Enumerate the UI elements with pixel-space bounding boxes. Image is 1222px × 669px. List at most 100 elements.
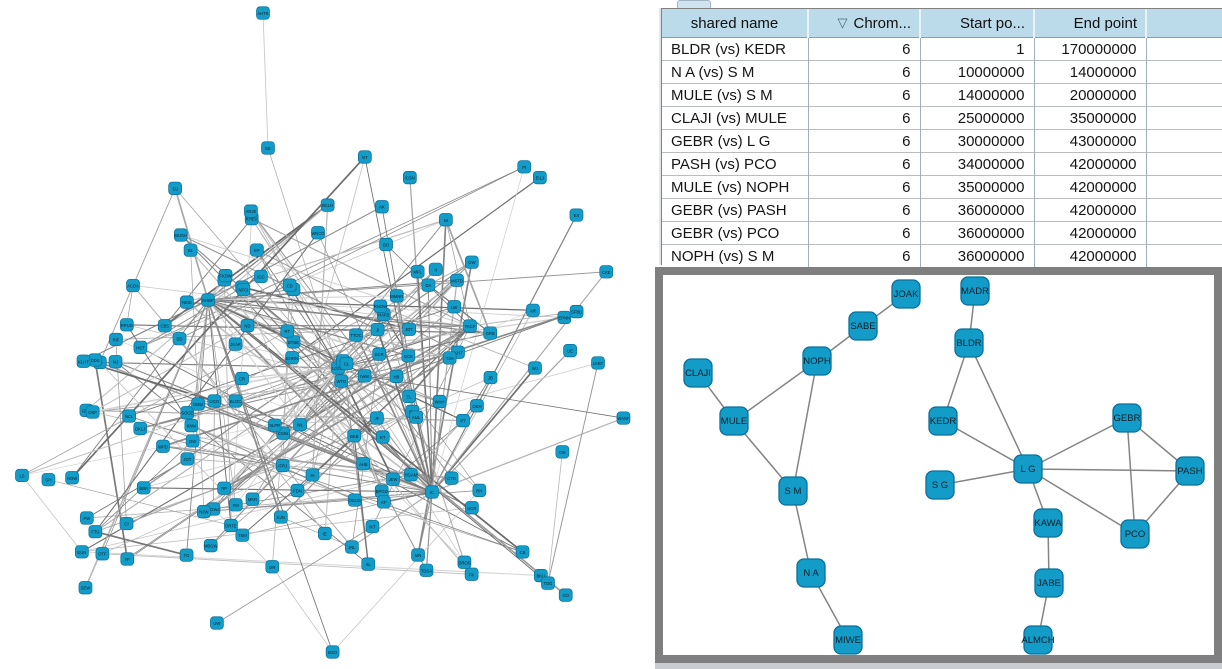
network-node[interactable]: JABE — [1034, 568, 1064, 598]
network-node[interactable]: BKB — [347, 429, 362, 443]
network-node[interactable]: AR — [526, 303, 540, 317]
cell-shared-name[interactable]: GEBR (vs) PASH — [662, 198, 808, 222]
network-node[interactable]: JB — [483, 370, 498, 385]
network-node[interactable]: MIWE — [833, 625, 863, 655]
network-node[interactable]: IH — [305, 468, 320, 482]
cell-value[interactable]: 5.9 — [1145, 106, 1222, 130]
table-row[interactable]: GEBR (vs) PCO636000000420000008.4 — [662, 221, 1222, 245]
network-node[interactable]: BL — [183, 243, 198, 257]
network-node[interactable]: KF — [376, 495, 391, 509]
network-node[interactable]: GO — [558, 588, 573, 602]
network-node[interactable]: EJN — [274, 510, 288, 524]
network-node[interactable]: NEIS — [179, 295, 194, 309]
table-row[interactable]: BLDR (vs) KEDR61170000000192.0 — [662, 37, 1222, 61]
network-node[interactable]: IFRJ — [275, 458, 290, 473]
network-node[interactable]: GEBR — [1112, 403, 1142, 433]
network-node[interactable]: LS — [15, 468, 29, 483]
network-node[interactable]: PASH — [1175, 456, 1205, 486]
network-node[interactable]: HB — [389, 369, 404, 383]
table-row[interactable]: GEBR (vs) PASH636000000420000008.9 — [662, 198, 1222, 222]
cell-shared-name[interactable]: MULE (vs) NOPH — [662, 175, 808, 199]
network-node[interactable]: JDT — [402, 322, 417, 336]
network-node[interactable]: RIF — [109, 332, 123, 347]
network-node[interactable]: CKE — [599, 265, 614, 279]
network-node[interactable]: NCL — [122, 409, 136, 423]
network-node[interactable]: OTF — [95, 547, 110, 561]
network-node[interactable]: LW — [447, 300, 462, 314]
network-node[interactable]: FKDW — [218, 269, 233, 283]
network-node[interactable]: MKR — [245, 492, 260, 506]
cell-value[interactable]: 9.9 — [1145, 244, 1222, 267]
network-node[interactable]: GRB — [483, 326, 498, 340]
network-node[interactable]: WL — [293, 418, 307, 432]
network-node[interactable]: WNCG — [311, 226, 325, 240]
cell-value[interactable]: 10.5 — [1145, 175, 1222, 199]
network-node[interactable]: JKAR — [228, 337, 243, 351]
network-node[interactable]: RPUG — [119, 318, 134, 332]
network-node[interactable]: SLPR — [267, 418, 282, 432]
network-node[interactable]: NOPH — [802, 346, 832, 376]
network-node[interactable]: DKLJ — [133, 421, 148, 436]
cell-value[interactable]: 36000000 — [919, 244, 1034, 267]
network-node[interactable]: UE — [563, 344, 577, 358]
cell-value[interactable]: 170000000 — [1033, 37, 1146, 61]
network-node[interactable]: FTU — [88, 525, 103, 539]
network-node[interactable]: IGC — [254, 269, 268, 284]
network-node[interactable]: TO — [179, 548, 194, 562]
network-node[interactable]: MULE — [719, 406, 749, 436]
network-node[interactable]: JOT — [180, 452, 195, 466]
cell-value[interactable]: 35000000 — [1033, 106, 1146, 130]
cell-value[interactable]: 16.9 — [1145, 129, 1222, 153]
network-node[interactable]: CTD — [444, 471, 459, 485]
network-node[interactable]: PT — [456, 414, 470, 428]
network-node[interactable]: TDG — [541, 576, 555, 590]
network-node[interactable]: SABE — [848, 311, 878, 341]
network-node[interactable]: KAWA — [1033, 508, 1063, 538]
cell-value[interactable]: 6 — [807, 106, 920, 130]
network-node[interactable]: IC — [425, 485, 439, 499]
network-node[interactable]: WJ — [528, 361, 542, 375]
network-node[interactable]: S G — [925, 470, 955, 500]
cell-shared-name[interactable]: GEBR (vs) PCO — [662, 221, 808, 245]
network-node[interactable]: IE — [318, 526, 332, 541]
network-node[interactable]: DROS — [457, 555, 472, 569]
cell-value[interactable]: 42000000 — [1033, 244, 1146, 267]
table-row[interactable]: N A (vs) S M610000000140000006.6 — [662, 60, 1222, 84]
network-node[interactable]: MR — [265, 560, 280, 574]
network-node[interactable]: WAH — [432, 394, 447, 409]
cell-value[interactable]: 1 — [919, 37, 1034, 61]
network-node[interactable]: OSUG — [347, 493, 362, 507]
cell-value[interactable]: 192.0 — [1145, 37, 1222, 61]
cell-value[interactable]: 42000000 — [1033, 198, 1146, 222]
cell-shared-name[interactable]: GEBR (vs) L G — [662, 129, 808, 153]
cell-value[interactable]: 6 — [807, 37, 920, 61]
network-node[interactable]: GH — [41, 473, 56, 487]
network-node[interactable]: TTOC — [349, 328, 363, 342]
network-node[interactable]: NT — [357, 150, 372, 164]
column-header-genetic[interactable]: Genetic... — [1145, 9, 1222, 38]
network-node[interactable]: SFBU — [569, 305, 584, 319]
network-node[interactable]: AML — [409, 410, 424, 424]
network-node[interactable]: GCK — [401, 349, 416, 363]
network-node[interactable]: DD — [172, 332, 187, 346]
cell-value[interactable]: 36000000 — [919, 221, 1034, 245]
network-node[interactable]: CB — [515, 545, 530, 559]
network-node[interactable]: LKBT — [591, 356, 605, 370]
network-node[interactable]: RP — [217, 481, 232, 495]
network-node[interactable]: EE — [261, 141, 275, 155]
network-node[interactable]: BSO — [325, 645, 340, 659]
cell-value[interactable]: 42000000 — [1033, 221, 1146, 245]
column-header-chrom[interactable]: ▽ Chrom... — [807, 9, 920, 38]
network-node[interactable]: EHBP — [201, 293, 215, 307]
network-node[interactable]: ET — [375, 430, 390, 444]
table-row[interactable]: PASH (vs) PCO6340000004200000011.4 — [662, 152, 1222, 176]
network-node[interactable]: NJ — [108, 355, 123, 369]
cell-shared-name[interactable]: MULE (vs) S M — [662, 83, 808, 107]
cell-value[interactable]: 35000000 — [919, 175, 1034, 199]
network-node[interactable]: ICSN — [402, 171, 417, 185]
table-row[interactable]: MULE (vs) S M614000000200000007.5 — [662, 83, 1222, 107]
network-node[interactable]: TJH — [442, 351, 457, 365]
network-node[interactable]: JEW — [386, 472, 400, 486]
cell-value[interactable]: 20000000 — [1033, 83, 1146, 107]
